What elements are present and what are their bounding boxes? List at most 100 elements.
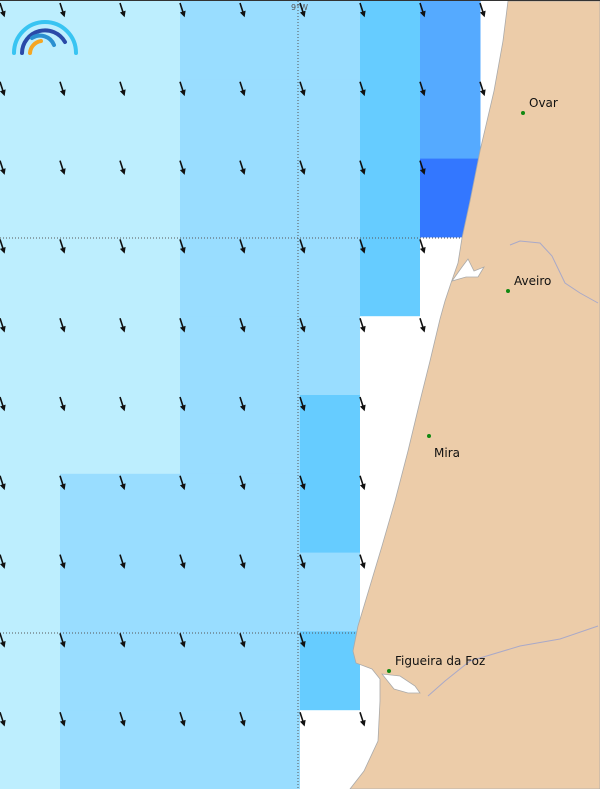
city-marker[interactable]: Mira <box>427 434 460 460</box>
wave-cell <box>240 710 301 789</box>
wave-cell <box>240 473 301 554</box>
wave-direction-arrow-icon <box>239 81 246 97</box>
wave-direction-arrow-icon <box>359 2 366 18</box>
wave-cell <box>0 631 61 711</box>
wave-direction-arrow-icon <box>179 475 186 491</box>
wave-direction-arrow-icon <box>119 81 126 97</box>
city-label: Aveiro <box>514 274 551 288</box>
wave-direction-arrow-icon <box>119 633 126 648</box>
wave-direction-arrow-icon <box>359 396 366 412</box>
wave-cell <box>60 1 121 81</box>
wave-direction-arrow-icon <box>299 633 306 648</box>
city-dot-icon <box>506 289 510 293</box>
wave-cell <box>0 552 61 632</box>
wave-direction-arrow-icon <box>59 396 66 412</box>
wave-direction-arrow-icon <box>119 317 126 333</box>
city-label: Figueira da Foz <box>395 654 485 668</box>
wave-direction-arrow-icon <box>359 475 366 491</box>
wave-cell <box>0 79 61 160</box>
wave-cell <box>420 79 481 160</box>
wave-cell <box>300 79 361 160</box>
wave-direction-arrow-icon <box>179 239 186 254</box>
wave-direction-arrow-icon <box>179 160 186 175</box>
arrow-layer <box>0 2 486 727</box>
wave-cell <box>240 1 301 81</box>
wave-cell <box>240 552 301 632</box>
wave-cell <box>120 158 181 238</box>
wave-cell <box>240 237 301 317</box>
wave-direction-arrow-icon <box>239 711 246 727</box>
land <box>349 1 600 789</box>
wave-direction-arrow-icon <box>299 160 306 175</box>
wave-direction-arrow-icon <box>239 396 246 412</box>
wave-cell <box>300 1 361 81</box>
wave-cell <box>120 1 181 81</box>
wave-direction-arrow-icon <box>59 160 66 175</box>
wave-direction-arrow-icon <box>239 160 246 175</box>
city-marker[interactable]: Ovar <box>521 96 558 115</box>
wave-direction-arrow-icon <box>299 475 306 491</box>
wave-direction-arrow-icon <box>179 711 186 727</box>
city-marker[interactable]: Aveiro <box>506 274 551 293</box>
wave-cell <box>60 237 121 317</box>
wave-cell <box>180 79 241 160</box>
wave-direction-arrow-icon <box>0 475 6 491</box>
wave-direction-arrow-icon <box>119 475 126 491</box>
wave-direction-arrow-icon <box>179 396 186 412</box>
wave-cell <box>0 158 61 238</box>
wave-cell <box>300 395 361 475</box>
wave-direction-arrow-icon <box>239 475 246 491</box>
wave-direction-arrow-icon <box>119 554 126 569</box>
wave-direction-arrow-icon <box>119 2 126 18</box>
wave-cell <box>0 395 61 475</box>
wave-cell <box>180 552 241 632</box>
wave-cell <box>300 316 361 396</box>
wave-direction-arrow-icon <box>239 2 246 18</box>
wave-cell <box>120 79 181 160</box>
wave-cell <box>60 710 121 789</box>
wave-cell <box>60 316 121 396</box>
wave-direction-arrow-icon <box>299 2 306 18</box>
city-label: Ovar <box>529 96 558 110</box>
wave-direction-arrow-icon <box>359 711 366 727</box>
wave-cell <box>300 473 361 554</box>
wave-direction-arrow-icon <box>179 633 186 648</box>
wave-cell <box>240 631 301 711</box>
wave-cell <box>360 237 421 317</box>
wave-direction-arrow-icon <box>359 554 366 569</box>
wave-direction-arrow-icon <box>419 239 426 254</box>
graticule-label: 9°W <box>291 3 308 12</box>
river <box>509 240 599 304</box>
wave-direction-arrow-icon <box>239 633 246 648</box>
wave-direction-arrow-icon <box>419 160 426 175</box>
wave-direction-arrow-icon <box>59 81 66 97</box>
mondego-estuary <box>381 673 421 694</box>
wave-direction-arrow-icon <box>0 239 6 254</box>
wave-direction-arrow-icon <box>359 317 366 333</box>
wave-cell <box>180 631 241 711</box>
wave-cell <box>240 79 301 160</box>
wave-direction-arrow-icon <box>119 711 126 727</box>
wave-direction-arrow-icon <box>299 554 306 569</box>
wave-cell <box>300 158 361 238</box>
wave-direction-arrow-icon <box>239 554 246 569</box>
wave-cell <box>360 79 421 160</box>
wave-cell <box>60 631 121 711</box>
wave-cell <box>0 237 61 317</box>
wave-direction-arrow-icon <box>359 160 366 175</box>
wave-direction-arrow-icon <box>59 711 66 727</box>
aveiro-lagoon <box>451 258 485 282</box>
wave-direction-arrow-icon <box>239 239 246 254</box>
wave-cell <box>60 395 121 475</box>
wave-cell <box>300 710 361 789</box>
wave-direction-arrow-icon <box>479 2 486 18</box>
wave-cell <box>360 158 421 238</box>
wave-cell <box>180 1 241 81</box>
wave-cell <box>360 316 421 396</box>
wave-cell <box>120 710 181 789</box>
wave-direction-arrow-icon <box>0 396 6 412</box>
city-marker[interactable]: Figueira da Foz <box>387 654 485 673</box>
wave-direction-arrow-icon <box>179 317 186 333</box>
